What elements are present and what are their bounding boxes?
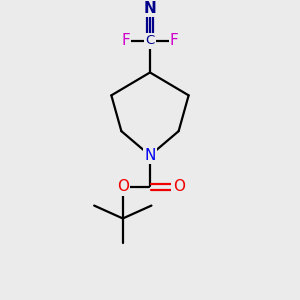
Text: O: O bbox=[117, 179, 129, 194]
Text: N: N bbox=[144, 148, 156, 163]
Text: N: N bbox=[144, 1, 156, 16]
Text: O: O bbox=[172, 179, 184, 194]
Text: C: C bbox=[146, 34, 154, 47]
Text: F: F bbox=[170, 34, 179, 49]
Text: F: F bbox=[121, 34, 130, 49]
